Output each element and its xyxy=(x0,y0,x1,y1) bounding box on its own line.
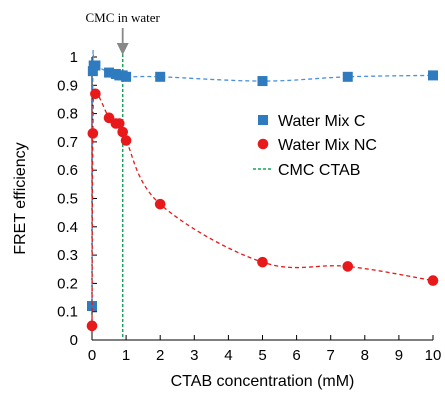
y-tick-label: 0 xyxy=(70,332,78,349)
axes: 0 1 2 3 4 5 6 7 8 9 10 0 0.1 0.2 0.3 0.4 0.5 0.6 0.7 0.8 0.9… xyxy=(12,49,441,390)
data-point-square xyxy=(87,66,98,77)
data-point-circle xyxy=(90,88,101,100)
x-axis-title: CTAB concentration (mM) xyxy=(171,373,355,390)
data-point-square xyxy=(90,60,101,71)
x-tick-label: 3 xyxy=(190,347,198,364)
legend-label-cmc-ctab: CMC CTAB xyxy=(278,162,360,179)
x-tick-label: 5 xyxy=(258,347,266,364)
y-axis-title: FRET efficiency xyxy=(12,142,29,254)
annotation-label: CMC in water xyxy=(85,10,160,25)
legend: Water Mix C Water Mix NC CMC CTAB xyxy=(253,113,377,179)
data-point-circle xyxy=(154,198,166,210)
x-tick-label: 6 xyxy=(292,347,300,364)
y-tick-label: 0.6 xyxy=(57,162,78,179)
data-point-square xyxy=(104,67,115,78)
legend-label-water-mix-nc: Water Mix NC xyxy=(278,137,377,154)
y-tick-label: 0.4 xyxy=(57,219,78,236)
data-point-square xyxy=(87,301,97,312)
series-water-mix-c xyxy=(87,50,438,312)
data-point-circle xyxy=(257,256,268,268)
y-tick-label: 0.2 xyxy=(57,275,78,292)
data-point-square xyxy=(155,71,166,82)
data-point-circle xyxy=(86,320,98,332)
x-tick-label: 2 xyxy=(156,347,164,364)
y-tick-label: 0.3 xyxy=(57,247,78,264)
series-water-mix-nc xyxy=(86,88,439,332)
legend-marker-water-mix-nc xyxy=(257,138,269,150)
series-layer xyxy=(86,50,439,332)
data-point-circle xyxy=(342,261,354,272)
y-tick-label: 1 xyxy=(70,49,78,66)
data-point-square xyxy=(428,70,438,81)
x-tick-label: 8 xyxy=(361,347,369,364)
x-tick-label: 4 xyxy=(224,347,232,364)
x-tick-label: 10 xyxy=(425,347,442,364)
x-tick-label: 1 xyxy=(122,347,130,364)
legend-marker-water-mix-c xyxy=(258,115,268,125)
y-tick-label: 0.1 xyxy=(57,304,78,321)
annotation-arrow-head xyxy=(116,43,129,55)
series-line xyxy=(91,50,434,307)
data-point-circle xyxy=(87,128,99,139)
y-tick-label: 0.9 xyxy=(57,77,78,94)
data-point-circle xyxy=(120,135,132,146)
legend-label-water-mix-c: Water Mix C xyxy=(278,113,365,130)
data-point-circle xyxy=(427,275,439,286)
data-point-circle xyxy=(113,118,125,129)
series-line xyxy=(91,93,434,326)
data-point-square xyxy=(342,71,353,82)
data-point-circle xyxy=(117,126,128,138)
data-point-square xyxy=(121,71,132,82)
y-tick-label: 0.7 xyxy=(57,134,78,151)
x-tick-label: 0 xyxy=(88,347,96,364)
y-tick-label: 0.5 xyxy=(57,191,78,208)
y-tick-label: 0.8 xyxy=(57,106,78,123)
data-point-square xyxy=(257,76,268,87)
x-tick-label: 7 xyxy=(327,347,335,364)
x-tick-label: 9 xyxy=(395,347,403,364)
cmc-annotation: CMC in water xyxy=(85,10,161,55)
